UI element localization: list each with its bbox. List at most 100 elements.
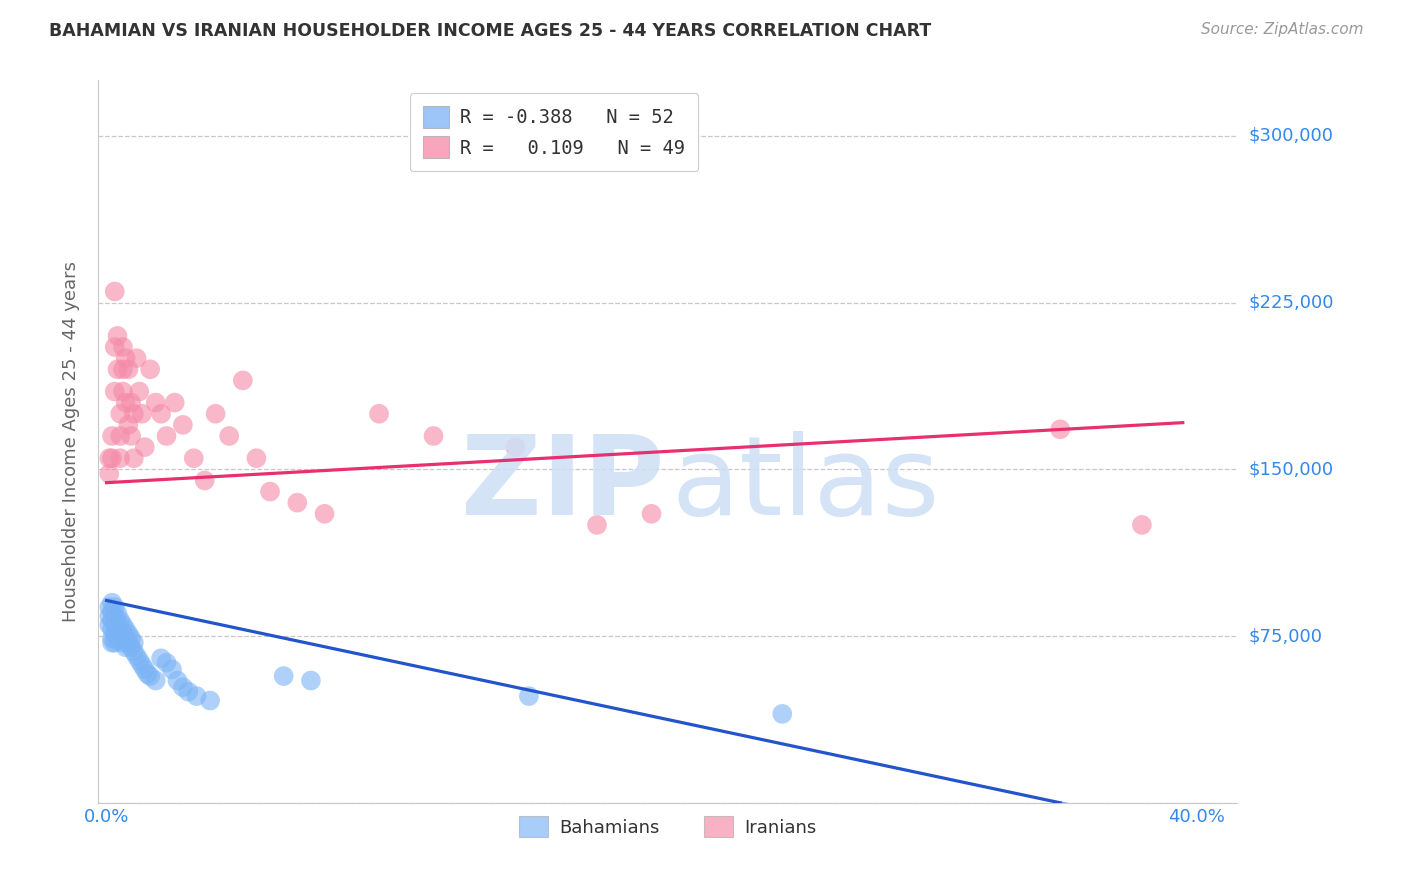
Point bbox=[111, 340, 134, 354]
Legend: Bahamians, Iranians: Bahamians, Iranians bbox=[512, 809, 824, 845]
Point bbox=[155, 429, 177, 443]
Point bbox=[194, 474, 217, 488]
Text: $75,000: $75,000 bbox=[1249, 627, 1323, 645]
Point bbox=[125, 351, 148, 366]
Point bbox=[104, 600, 127, 615]
Point bbox=[107, 624, 129, 639]
Point bbox=[122, 636, 145, 650]
Point bbox=[104, 384, 127, 399]
Point bbox=[111, 362, 134, 376]
Text: $225,000: $225,000 bbox=[1249, 293, 1334, 311]
Point bbox=[104, 285, 127, 299]
Point bbox=[104, 340, 127, 354]
Point bbox=[114, 632, 136, 646]
Point bbox=[122, 451, 145, 466]
Point bbox=[160, 662, 183, 676]
Point bbox=[198, 693, 221, 707]
Point bbox=[183, 451, 205, 466]
Point bbox=[134, 440, 156, 454]
Text: $300,000: $300,000 bbox=[1249, 127, 1333, 145]
Text: ZIP: ZIP bbox=[461, 432, 665, 539]
Point bbox=[259, 484, 281, 499]
Point bbox=[136, 666, 159, 681]
Point bbox=[111, 618, 134, 632]
Point bbox=[98, 600, 121, 615]
Point bbox=[101, 623, 124, 637]
Text: $150,000: $150,000 bbox=[1249, 460, 1333, 478]
Point bbox=[107, 362, 129, 376]
Point bbox=[101, 451, 124, 466]
Point bbox=[128, 384, 150, 399]
Point bbox=[145, 673, 167, 688]
Point bbox=[131, 657, 153, 672]
Point bbox=[98, 451, 121, 466]
Point bbox=[128, 653, 150, 667]
Point bbox=[273, 669, 295, 683]
Point bbox=[1130, 517, 1153, 532]
Point bbox=[640, 507, 662, 521]
Point bbox=[120, 429, 142, 443]
Point bbox=[503, 440, 526, 454]
Point bbox=[111, 636, 134, 650]
Point bbox=[131, 407, 153, 421]
Point bbox=[117, 417, 139, 432]
Point bbox=[114, 395, 136, 409]
Point bbox=[145, 395, 167, 409]
Point bbox=[120, 395, 142, 409]
Text: Source: ZipAtlas.com: Source: ZipAtlas.com bbox=[1201, 22, 1364, 37]
Point bbox=[172, 680, 194, 694]
Text: BAHAMIAN VS IRANIAN HOUSEHOLDER INCOME AGES 25 - 44 YEARS CORRELATION CHART: BAHAMIAN VS IRANIAN HOUSEHOLDER INCOME A… bbox=[49, 22, 931, 40]
Point bbox=[101, 636, 124, 650]
Point bbox=[368, 407, 391, 421]
Point bbox=[110, 623, 132, 637]
Point bbox=[110, 407, 132, 421]
Point bbox=[107, 329, 129, 343]
Point bbox=[155, 656, 177, 670]
Point bbox=[1049, 422, 1071, 436]
Point bbox=[104, 636, 127, 650]
Point bbox=[107, 615, 129, 630]
Point bbox=[117, 636, 139, 650]
Point bbox=[218, 429, 240, 443]
Point bbox=[101, 632, 124, 646]
Point bbox=[104, 609, 127, 624]
Point bbox=[104, 627, 127, 641]
Point bbox=[122, 407, 145, 421]
Point bbox=[172, 417, 194, 432]
Point bbox=[101, 596, 124, 610]
Point bbox=[422, 429, 444, 443]
Point bbox=[98, 467, 121, 481]
Point bbox=[110, 429, 132, 443]
Point bbox=[107, 607, 129, 621]
Point bbox=[299, 673, 322, 688]
Point bbox=[110, 451, 132, 466]
Point bbox=[177, 684, 200, 698]
Point bbox=[150, 407, 173, 421]
Point bbox=[517, 689, 540, 703]
Point bbox=[139, 669, 162, 683]
Point bbox=[120, 640, 142, 655]
Point bbox=[114, 351, 136, 366]
Point bbox=[98, 618, 121, 632]
Point bbox=[117, 362, 139, 376]
Point bbox=[770, 706, 793, 721]
Point bbox=[111, 384, 134, 399]
Point bbox=[117, 627, 139, 641]
Point bbox=[186, 689, 208, 703]
Point bbox=[166, 673, 188, 688]
Point bbox=[98, 609, 121, 624]
Point bbox=[114, 623, 136, 637]
Point bbox=[101, 614, 124, 628]
Point bbox=[101, 429, 124, 443]
Point bbox=[114, 640, 136, 655]
Point bbox=[150, 651, 173, 665]
Point bbox=[163, 395, 186, 409]
Point bbox=[104, 618, 127, 632]
Point bbox=[232, 373, 254, 387]
Point bbox=[285, 496, 308, 510]
Point bbox=[110, 632, 132, 646]
Point bbox=[139, 362, 162, 376]
Y-axis label: Householder Income Ages 25 - 44 years: Householder Income Ages 25 - 44 years bbox=[62, 261, 80, 622]
Point bbox=[111, 627, 134, 641]
Point bbox=[204, 407, 226, 421]
